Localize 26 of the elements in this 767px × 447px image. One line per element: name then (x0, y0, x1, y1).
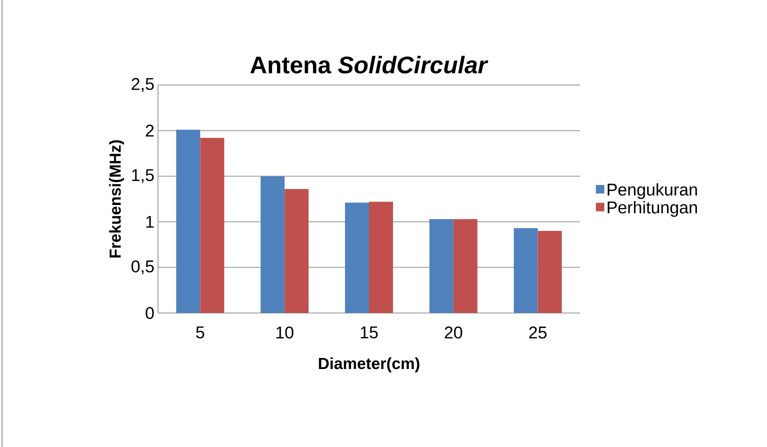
x-tick-label: 5 (196, 326, 204, 338)
bar (453, 219, 478, 313)
bar (200, 138, 224, 313)
x-tick-label: 25 (529, 326, 547, 339)
bar (369, 202, 393, 313)
y-tick-label: 0 (146, 306, 154, 320)
y-axis-title: Frekuensi(MHz) (109, 140, 124, 258)
bar (538, 230, 562, 313)
x-axis-title: Diameter(cm) (318, 357, 420, 372)
bar (514, 228, 538, 313)
y-tick-label: 1 (146, 216, 154, 228)
bar (345, 202, 369, 313)
x-tick-label: 10 (276, 326, 294, 339)
x-tick-label: 15 (360, 326, 378, 338)
bar (176, 130, 200, 313)
x-tick-label: 20 (444, 326, 462, 339)
legend-label: Perhitungan (608, 200, 697, 217)
y-tick-label: 2,5 (132, 78, 154, 92)
y-tick-label: 0,5 (132, 260, 154, 274)
y-tick-label: 1,5 (132, 169, 154, 184)
y-tick-label: 2 (146, 124, 154, 137)
legend-label: Pengukuran (608, 183, 697, 200)
bar (260, 176, 285, 313)
bar (429, 219, 454, 313)
bar (284, 188, 309, 313)
chart-title: Antena SolidCircular (250, 56, 488, 74)
